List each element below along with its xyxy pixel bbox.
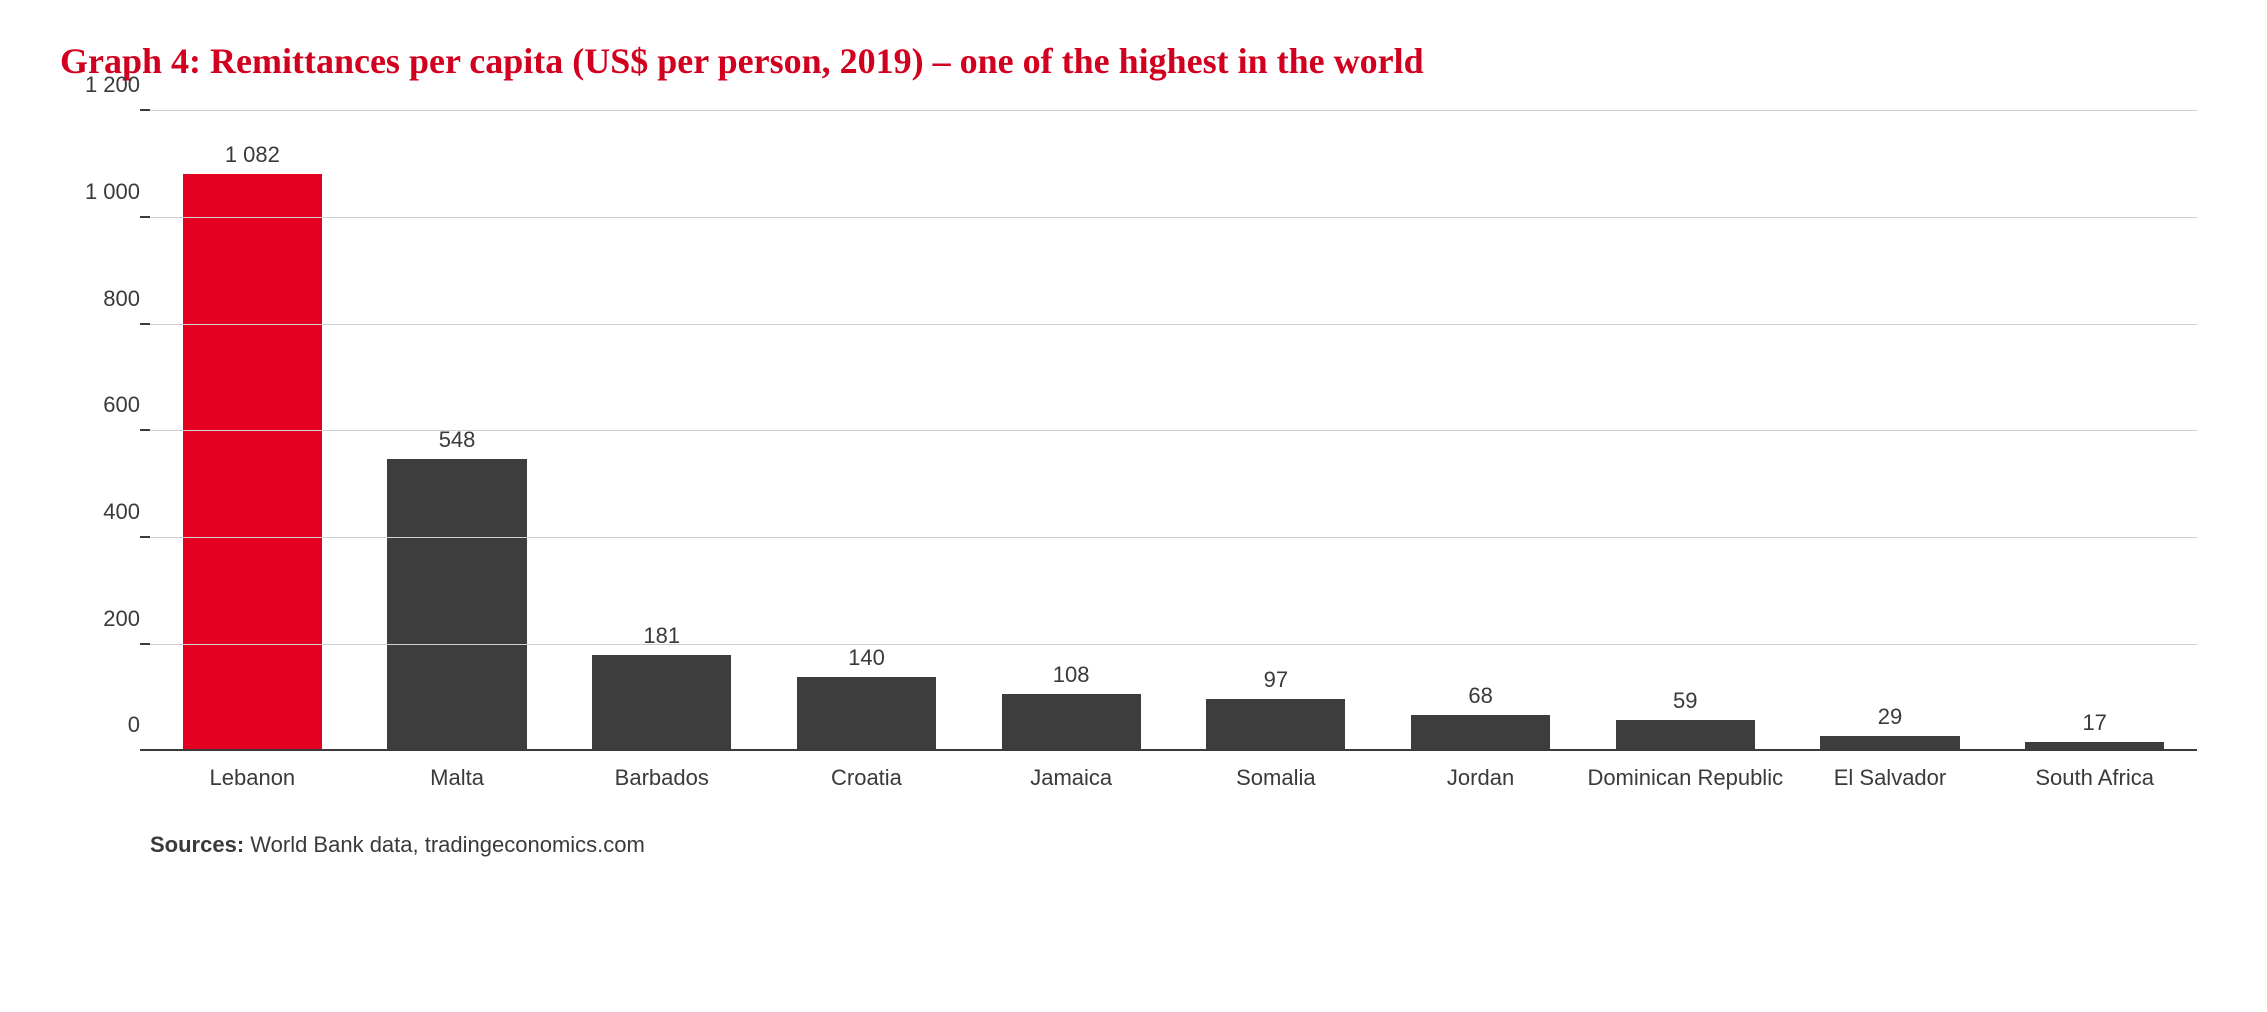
bar-slot: 59 [1583,111,1788,751]
y-tick-mark [140,749,150,751]
x-tick-label: Dominican Republic [1583,751,1788,791]
bar-value-label: 97 [1264,667,1288,693]
x-tick-label: Malta [355,751,560,791]
bar [1002,694,1141,752]
x-axis-labels: LebanonMaltaBarbadosCroatiaJamaicaSomali… [150,751,2197,791]
x-tick-label: Somalia [1174,751,1379,791]
bar-value-label: 1 082 [225,142,280,168]
bar-slot: 68 [1378,111,1583,751]
bar [183,174,322,751]
y-tick-mark [140,536,150,538]
y-tick-label: 400 [60,499,140,525]
bar-slot: 1 082 [150,111,355,751]
gridline [150,217,2197,218]
x-tick-label: Jordan [1378,751,1583,791]
bar-value-label: 68 [1468,683,1492,709]
x-tick-label: South Africa [1992,751,2197,791]
bar-value-label: 140 [848,645,885,671]
y-tick-label: 1 000 [60,179,140,205]
y-tick-mark [140,216,150,218]
y-tick-mark [140,323,150,325]
gridline [150,430,2197,431]
y-tick-label: 1 200 [60,72,140,98]
gridline [150,644,2197,645]
plot-area: 1 0825481811401089768592917 020040060080… [150,111,2197,751]
x-tick-label: Lebanon [150,751,355,791]
gridline [150,749,2197,751]
y-tick-label: 0 [60,712,140,738]
chart-sources: Sources: World Bank data, tradingeconomi… [150,832,2207,858]
bar-value-label: 29 [1878,704,1902,730]
gridline [150,110,2197,111]
y-tick-label: 800 [60,286,140,312]
remittances-chart: Graph 4: Remittances per capita (US$ per… [0,0,2267,898]
sources-text: World Bank data, tradingeconomics.com [244,832,645,857]
bar [1206,699,1345,751]
bar-value-label: 108 [1053,662,1090,688]
x-tick-label: Jamaica [969,751,1174,791]
x-tick-label: Barbados [559,751,764,791]
bar [387,459,526,751]
bar-slot: 108 [969,111,1174,751]
bars-container: 1 082 548 181 140 108 97 68 59 29 17 [150,111,2197,751]
y-tick-label: 200 [60,606,140,632]
bar [1616,720,1755,751]
gridline [150,537,2197,538]
gridline [150,324,2197,325]
bar-value-label: 181 [643,623,680,649]
bar-slot: 140 [764,111,969,751]
bar-value-label: 59 [1673,688,1697,714]
bar-slot: 17 [1992,111,2197,751]
x-tick-label: Croatia [764,751,969,791]
bar [592,655,731,752]
bar-slot: 548 [355,111,560,751]
bar [1411,715,1550,751]
y-tick-mark [140,643,150,645]
x-tick-label: El Salvador [1788,751,1993,791]
sources-prefix: Sources: [150,832,244,857]
y-tick-label: 600 [60,392,140,418]
bar-slot: 181 [559,111,764,751]
chart-title: Graph 4: Remittances per capita (US$ per… [60,40,2207,83]
y-tick-mark [140,109,150,111]
y-tick-mark [140,429,150,431]
bar [797,677,936,752]
bar-slot: 97 [1174,111,1379,751]
bar-value-label: 17 [2082,710,2106,736]
bar-slot: 29 [1788,111,1993,751]
